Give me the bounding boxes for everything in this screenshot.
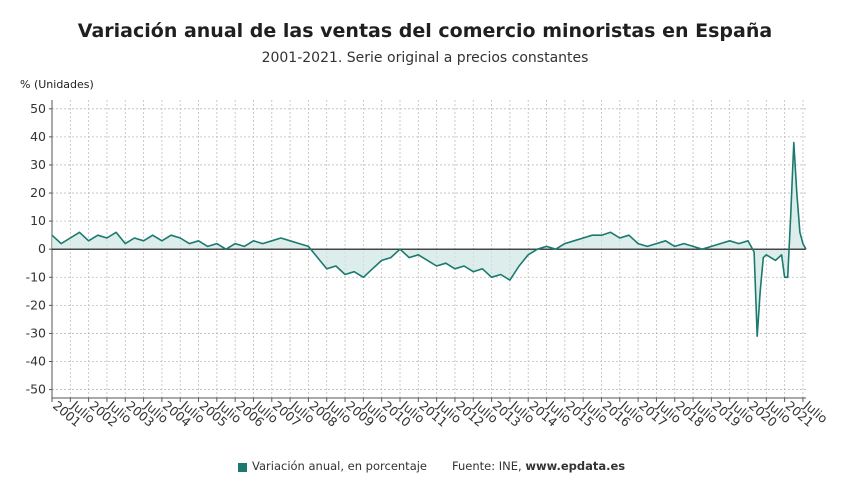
y-tick-label: 10 <box>30 213 46 228</box>
x-axis: 2001Julio2002Julio2003Julio2004Julio2005… <box>50 397 831 430</box>
chart-title: Variación anual de las ventas del comerc… <box>77 20 773 42</box>
y-tick-label: -50 <box>26 382 46 397</box>
y-tick-label: 40 <box>30 129 46 144</box>
y-axis: 50 40 30 20 10 0 -10 -20 -30 -40 -50 <box>26 100 53 398</box>
source-note: Fuente: INE, www.epdata.es <box>452 459 625 473</box>
legend-swatch <box>238 463 247 472</box>
y-tick-label: 50 <box>30 101 46 116</box>
y-tick-label: 0 <box>38 241 46 256</box>
y-tick-label: -20 <box>26 297 46 312</box>
y-tick-label: 20 <box>30 185 46 200</box>
source-site: www.epdata.es <box>525 459 626 473</box>
series-line <box>51 141 807 337</box>
legend-series-label: Variación anual, en porcentaje <box>252 459 428 473</box>
source-prefix: Fuente: INE, <box>452 459 526 473</box>
chart-subtitle: 2001-2021. Serie original a precios cons… <box>261 50 589 66</box>
y-axis-label: % (Unidades) <box>20 78 94 91</box>
y-tick-label: -10 <box>26 269 46 284</box>
y-tick-label: 30 <box>30 157 46 172</box>
y-tick-label: -30 <box>26 325 46 340</box>
y-tick-label: -40 <box>26 354 46 369</box>
